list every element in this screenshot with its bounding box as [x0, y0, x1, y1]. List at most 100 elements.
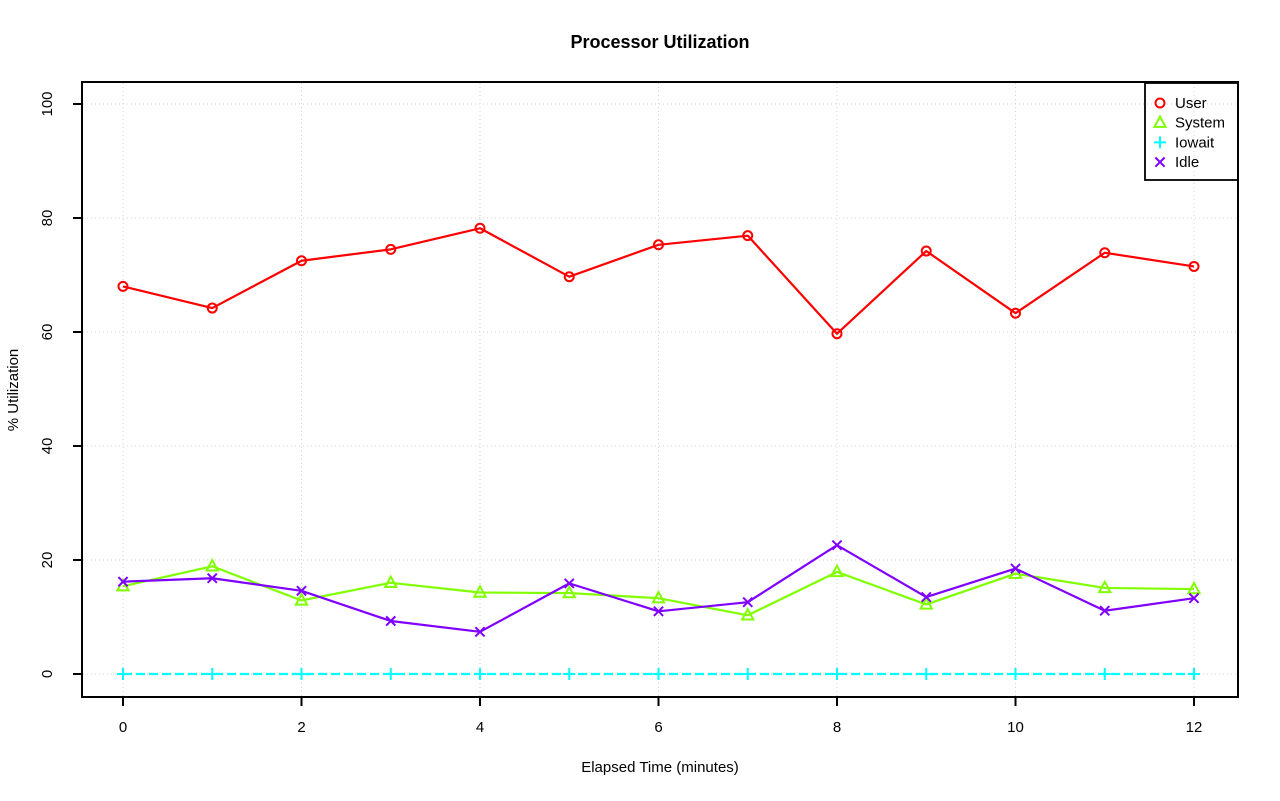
plus-marker-shape: [1188, 668, 1200, 680]
x-marker-shape: [742, 596, 754, 608]
x-tick-label: 10: [1007, 719, 1024, 736]
plus-marker-shape: [652, 668, 665, 680]
circle-marker-shape: [117, 280, 129, 292]
series-system-point: [918, 596, 934, 610]
legend-marker-circle-icon: [1154, 97, 1166, 109]
legend-label-system: System: [1175, 115, 1225, 132]
series-idle-point: [1188, 592, 1200, 604]
x-tick-label: 4: [476, 719, 484, 736]
circle-marker-shape: [920, 245, 932, 257]
series-user-point: [117, 280, 129, 292]
plus-marker-shape: [920, 668, 933, 680]
x-marker-shape: [206, 572, 218, 584]
series-iowait-point: [1098, 668, 1111, 680]
series-idle-point: [653, 605, 664, 617]
plus-marker-shape: [831, 668, 843, 680]
series-user-point: [296, 255, 307, 267]
series-iowait-point: [920, 668, 933, 680]
series-user-line: [122, 227, 1195, 335]
x-marker-shape: [831, 539, 843, 551]
series-user-point: [474, 222, 486, 234]
x-tick-label: 0: [119, 719, 127, 736]
y-tick-label: 40: [39, 438, 56, 455]
circle-marker-shape: [831, 328, 843, 340]
circle-marker-shape: [1010, 307, 1021, 319]
triangle-marker-shape: [1186, 580, 1202, 595]
plus-marker-shape: [1154, 136, 1166, 149]
triangle-marker-shape: [472, 584, 488, 598]
series-user-point: [920, 245, 932, 257]
plot-area: 0 20 40 60 80 100 0 2 4 6 8 10 12 User System Iowait Idl…: [39, 81, 1239, 736]
x-tick-label: 6: [654, 719, 662, 736]
triangle-marker-shape: [829, 563, 845, 578]
x-marker-shape: [920, 591, 932, 603]
triangle-marker-shape: [1097, 579, 1113, 594]
x-marker-shape: [474, 626, 486, 638]
series-idle-line: [122, 544, 1195, 633]
series-user: [117, 222, 1200, 340]
plus-marker-shape: [295, 668, 308, 680]
plus-marker-shape: [384, 668, 397, 680]
circle-marker-shape: [385, 243, 397, 255]
circle-marker-shape: [206, 302, 218, 314]
triangle-marker-shape: [1152, 114, 1168, 128]
y-axis-title: % Utilization: [5, 349, 22, 432]
series-user-point: [385, 243, 397, 255]
series-idle-point: [1099, 605, 1111, 617]
series-system-point: [294, 592, 309, 606]
axes: 0 20 40 60 80 100 0 2 4 6 8 10 12: [39, 91, 1202, 736]
series-idle-point: [563, 578, 575, 589]
x-marker-shape: [1154, 156, 1166, 168]
series-iowait: [117, 668, 1200, 680]
grid: [83, 83, 1237, 696]
plus-marker-shape: [117, 668, 129, 680]
legend-box: [1144, 82, 1239, 181]
series-system-point: [829, 563, 845, 578]
series-system-point: [651, 589, 666, 604]
x-tick-label: 2: [297, 719, 305, 736]
series-iowait-point: [741, 668, 754, 680]
legend-marker-triangle-icon: [1152, 114, 1168, 128]
x-tick-label: 12: [1186, 719, 1203, 736]
series-idle-point: [742, 596, 754, 608]
y-tick-label: 60: [39, 324, 56, 341]
series-system-point: [472, 584, 488, 598]
y-tick-label: 80: [39, 210, 56, 227]
circle-marker-shape: [1188, 260, 1200, 272]
series-idle-point: [206, 572, 218, 584]
plot-frame: [81, 81, 1239, 698]
series-user-point: [831, 328, 843, 340]
x-axis-title: Elapsed Time (minutes): [581, 759, 739, 776]
legend-label-idle: Idle: [1175, 154, 1199, 171]
legend-marker-x-icon: [1154, 156, 1166, 168]
series-idle-point: [117, 576, 129, 587]
x-tick-label: 8: [833, 719, 841, 736]
series-user-point: [742, 230, 754, 242]
series-user-point: [1188, 260, 1200, 272]
series-iowait-point: [652, 668, 665, 680]
x-marker-shape: [117, 576, 129, 587]
legend-label-user: User: [1175, 95, 1207, 112]
series-system-point: [740, 606, 756, 621]
circle-marker-shape: [474, 222, 486, 234]
plus-marker-shape: [474, 668, 486, 680]
series-iowait-point: [563, 668, 576, 680]
circle-marker-shape: [742, 230, 754, 242]
series-user-point: [1010, 307, 1021, 319]
legend-marker-plus-icon: [1154, 136, 1166, 149]
series-idle-point: [474, 626, 486, 638]
x-marker-shape: [1010, 563, 1021, 574]
triangle-marker-shape: [651, 589, 666, 604]
plus-marker-shape: [206, 668, 219, 680]
circle-marker-shape: [653, 239, 664, 251]
series-iowait-point: [384, 668, 397, 680]
series-idle-point: [385, 615, 397, 627]
series-iowait-point: [295, 668, 308, 680]
series-iowait-point: [206, 668, 219, 680]
series-system: [115, 557, 1202, 621]
series-iowait-point: [1188, 668, 1200, 680]
triangle-marker-shape: [561, 584, 577, 599]
series-iowait-point: [474, 668, 486, 680]
